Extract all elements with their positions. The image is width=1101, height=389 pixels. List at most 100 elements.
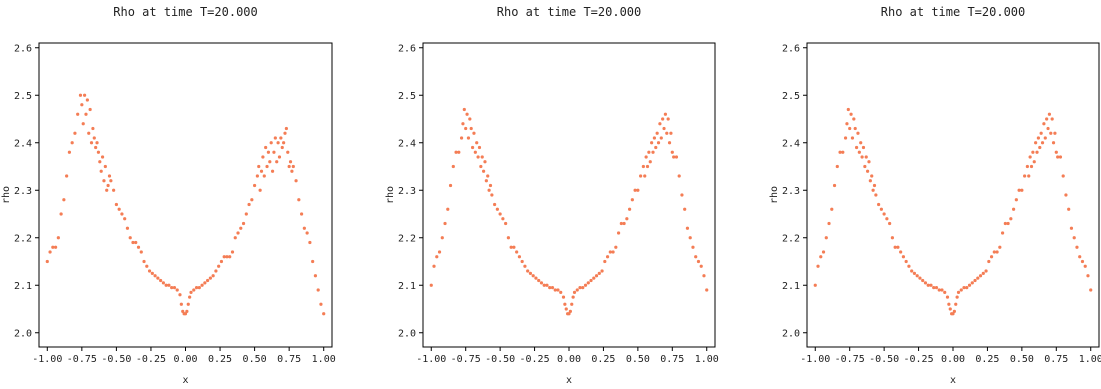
y-tick-label: 2.5 xyxy=(782,91,800,102)
chart-1: Rho at time T=20.000 -1.00 -0.75 -0.50 -0.25… xyxy=(1,5,336,386)
data-point xyxy=(476,155,480,159)
data-point xyxy=(630,198,634,202)
data-point xyxy=(978,274,983,278)
data-point xyxy=(506,236,510,240)
data-point xyxy=(989,255,994,259)
data-point xyxy=(647,150,651,154)
data-point xyxy=(236,231,240,235)
data-point xyxy=(848,126,852,131)
data-point xyxy=(542,283,546,287)
data-point xyxy=(659,136,663,140)
data-point xyxy=(167,283,171,287)
data-point xyxy=(440,236,444,240)
data-point xyxy=(683,207,687,211)
data-point xyxy=(233,236,237,240)
data-point xyxy=(459,136,464,140)
data-point xyxy=(685,226,690,230)
data-point xyxy=(879,207,883,211)
data-point xyxy=(1061,174,1065,178)
data-point xyxy=(283,131,287,135)
data-point xyxy=(981,271,985,275)
data-point xyxy=(95,141,99,145)
data-point xyxy=(643,174,647,178)
plot-frame xyxy=(806,42,1100,348)
data-point xyxy=(131,240,135,245)
data-point xyxy=(76,112,80,116)
data-point xyxy=(225,255,229,259)
y-tick-label: 2.0 xyxy=(398,328,416,339)
data-point xyxy=(663,112,668,116)
data-point xyxy=(1075,245,1079,249)
x-tick-label: -1.00 xyxy=(32,354,62,365)
data-point xyxy=(885,217,889,221)
data-point xyxy=(819,255,823,259)
data-point xyxy=(556,288,560,292)
data-point xyxy=(475,141,479,145)
data-point xyxy=(830,207,834,211)
data-point xyxy=(633,188,637,192)
data-point xyxy=(437,250,442,254)
data-point xyxy=(192,288,196,292)
data-point xyxy=(694,255,698,259)
data-point xyxy=(1023,174,1027,178)
data-point xyxy=(214,269,218,273)
data-point xyxy=(85,98,89,102)
data-point xyxy=(559,290,563,294)
data-point xyxy=(472,131,476,135)
data-point xyxy=(845,122,849,126)
data-point xyxy=(861,145,866,150)
data-point xyxy=(901,255,906,259)
data-point xyxy=(103,164,107,169)
data-point xyxy=(877,202,881,207)
data-point xyxy=(102,179,106,183)
data-point xyxy=(159,278,163,283)
data-point xyxy=(526,269,530,273)
data-point xyxy=(572,290,577,294)
data-point xyxy=(656,141,661,145)
data-point xyxy=(99,169,103,173)
data-point xyxy=(702,274,706,278)
data-point xyxy=(100,155,105,159)
data-point xyxy=(955,295,959,299)
data-point xyxy=(705,288,709,292)
data-point xyxy=(185,309,189,313)
x-tick-label: -0.50 xyxy=(869,354,899,365)
data-point xyxy=(651,150,655,154)
data-point xyxy=(1027,174,1031,178)
data-point xyxy=(487,188,491,192)
data-point xyxy=(1047,112,1052,116)
chart-3: Rho at time T=20.000 -1.00 -0.75 -0.50 -0.25… xyxy=(769,5,1101,386)
data-point xyxy=(473,150,477,154)
data-point xyxy=(1051,141,1056,145)
data-point xyxy=(117,207,121,211)
data-point xyxy=(255,174,259,178)
data-point xyxy=(170,286,174,290)
y-tick-label: 2.4 xyxy=(14,138,32,149)
data-point xyxy=(282,141,286,145)
data-point xyxy=(448,183,453,188)
data-point xyxy=(655,131,659,135)
data-point xyxy=(523,264,527,268)
data-point xyxy=(995,250,999,254)
data-point xyxy=(123,217,127,221)
data-point xyxy=(954,302,958,306)
data-point xyxy=(161,281,165,285)
data-point xyxy=(857,150,861,154)
data-point xyxy=(648,160,652,164)
data-point xyxy=(432,264,436,268)
data-point xyxy=(619,221,623,226)
y-tick-label: 2.2 xyxy=(14,233,32,244)
data-point xyxy=(106,183,110,188)
data-point xyxy=(827,221,831,226)
data-point xyxy=(864,155,868,159)
data-point xyxy=(947,302,951,306)
data-point xyxy=(435,255,439,259)
x-tick-label: 0.00 xyxy=(941,354,965,365)
data-point xyxy=(910,269,914,273)
data-point xyxy=(614,245,618,249)
data-point xyxy=(929,283,933,287)
data-point xyxy=(308,240,312,245)
data-point xyxy=(1049,131,1053,135)
data-point xyxy=(56,236,60,240)
data-point xyxy=(517,255,522,259)
